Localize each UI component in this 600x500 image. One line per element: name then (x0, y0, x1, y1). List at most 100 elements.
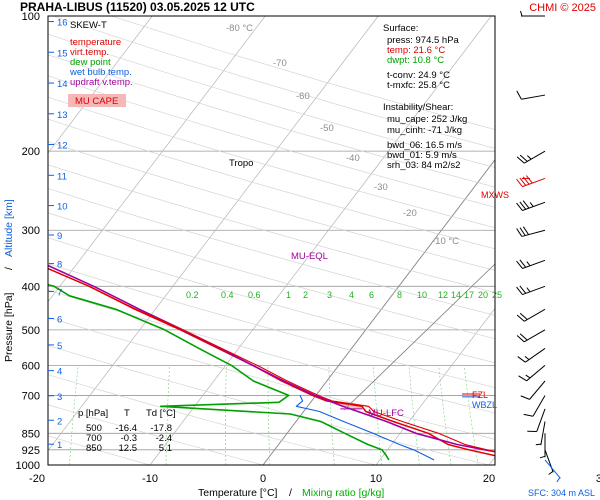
wind-barb (516, 259, 546, 269)
wind-barb-flag (517, 356, 526, 363)
altitude-tick-label: 10 (57, 202, 68, 213)
plot-frame (47, 15, 496, 466)
instability-mu-cape: mu_cape: 252 J/kg (387, 114, 467, 125)
wind-barb-flag (519, 259, 527, 268)
y-axis-title-pressure: Pressure [hPa] (3, 292, 15, 362)
altitude-tick-label: 13 (57, 110, 68, 121)
wind-barb-flag (519, 227, 526, 236)
series-layer (48, 263, 495, 461)
sfc-elevation: SFC: 304 m ASL (528, 488, 595, 498)
wind-barb-flag (535, 443, 542, 446)
wind-barb-flag (516, 335, 525, 343)
tropopause-label: Tropo (229, 158, 253, 169)
y-tick-label: 1000 (16, 460, 40, 472)
altitude-tick-label: 15 (57, 48, 68, 59)
y-tick-label: 200 (22, 146, 40, 158)
altitude-tick-label: 14 (57, 79, 68, 90)
mixing-ratio-line (497, 365, 513, 465)
wind-barb-flag (522, 226, 529, 235)
legend-dew-point: dew point (70, 57, 111, 68)
wind-barb-flag (519, 312, 528, 320)
isotherm-line (48, 16, 379, 452)
y-tick-label: 100 (22, 11, 40, 23)
wind-barb (516, 200, 546, 212)
chart-credit: CHMI © 2025 (529, 2, 596, 14)
wind-barb-shaft (536, 408, 546, 432)
fzl-label: FZL (472, 390, 488, 400)
wind-barb-flag (516, 228, 523, 237)
wind-barb-flag (516, 178, 523, 187)
wind-barb-shaft (532, 395, 546, 417)
wind-barb-flag (516, 286, 523, 295)
isotherm-line (48, 16, 266, 303)
mxws-label: MXWS (481, 190, 509, 200)
legend-wet-bulb: wet bulb temp. (69, 67, 132, 78)
wind-barb-flag (518, 375, 527, 382)
mixing-ratio-line (225, 365, 227, 465)
mixing-ratio-line (328, 365, 335, 465)
isotherm-line (48, 16, 153, 154)
chart-legend: SKEW-T temperature virt.temp. dew point … (68, 20, 133, 107)
dry-adiabat-line (48, 317, 495, 440)
isotherm-line (488, 456, 495, 465)
altitude-tick-label: 7 (57, 287, 62, 298)
y-tick-label: 300 (22, 225, 40, 237)
wind-barb-shaft (526, 365, 546, 382)
dry-adiabat-line (48, 263, 495, 388)
wind-barb-flag (519, 285, 527, 294)
wind-barb-shaft (521, 229, 546, 237)
wind-barb-flag (526, 261, 531, 267)
instability-info: Instability/Shear: mu_cape: 252 J/kg mu_… (383, 102, 467, 171)
y-tick-label: 700 (22, 390, 40, 402)
mixing-ratio-line (373, 365, 383, 465)
surface-dwpt: dwpt: 10.8 °C (387, 55, 444, 66)
wind-barb (517, 348, 546, 363)
x-tick-label: -10 (142, 473, 158, 485)
chart-title: PRAHA-LIBUS (11520) 03.05.2025 12 UTC (20, 0, 255, 14)
legend-cape: MU CAPE (75, 96, 118, 107)
wind-barb-shaft (525, 348, 546, 363)
dry-adiabat-line (48, 164, 495, 293)
x-axis-title-mixing: Mixing ratio [g/kg] (302, 487, 384, 499)
mixing-ratio-label: 14 (451, 290, 461, 300)
wind-barb-flag (556, 477, 561, 483)
dry-adiabat-line (48, 345, 490, 465)
table-header-p: p [hPa] (78, 408, 108, 419)
table-cell-t: -0.3 (121, 433, 137, 444)
wind-barb (518, 365, 546, 382)
mixing-ratio-label: 8 (397, 290, 402, 300)
altitude-tick-label: 5 (57, 341, 62, 352)
wind-barb-flag (519, 177, 527, 186)
wind-barb-shaft (540, 421, 546, 446)
wind-barb-shaft (523, 329, 546, 343)
dry-adiabat-line (48, 141, 495, 271)
mixing-ratio-label: 17 (464, 290, 474, 300)
y-tick-label: 925 (22, 445, 40, 457)
wind-barb-flag (527, 155, 532, 160)
wind-barb (516, 285, 546, 296)
wind-barb-shaft (521, 94, 546, 100)
dry-adiabat-line (48, 118, 495, 250)
wind-barb-flag (520, 395, 530, 400)
mixing-ratio-label: 0.6 (248, 290, 261, 300)
mixing-ratio-line (563, 365, 583, 465)
mixing-ratio-label: 25 (492, 290, 502, 300)
wind-barb (516, 308, 546, 322)
wind-barb-shaft (522, 285, 546, 296)
y-tick-label: 500 (22, 325, 40, 337)
dry-adiabat-line (48, 96, 495, 229)
x-tick-label: 30 (596, 473, 600, 485)
dry-adiabat-line (48, 237, 495, 364)
dry-adiabat-line (48, 404, 264, 465)
wind-barb-flag (522, 200, 530, 209)
instability-bwd-01: bwd_01: 5.9 m/s (387, 150, 457, 161)
wind-barb (516, 90, 546, 100)
altitude-tick-label: 11 (57, 171, 67, 182)
series-wet-bulb-line (295, 395, 435, 461)
wind-barb-shaft (523, 308, 546, 322)
altitude-tick-label: 12 (57, 141, 68, 152)
surface-title: Surface: (383, 23, 418, 34)
table-cell-td: -2.4 (156, 433, 172, 444)
series-temperature-line (48, 267, 495, 457)
